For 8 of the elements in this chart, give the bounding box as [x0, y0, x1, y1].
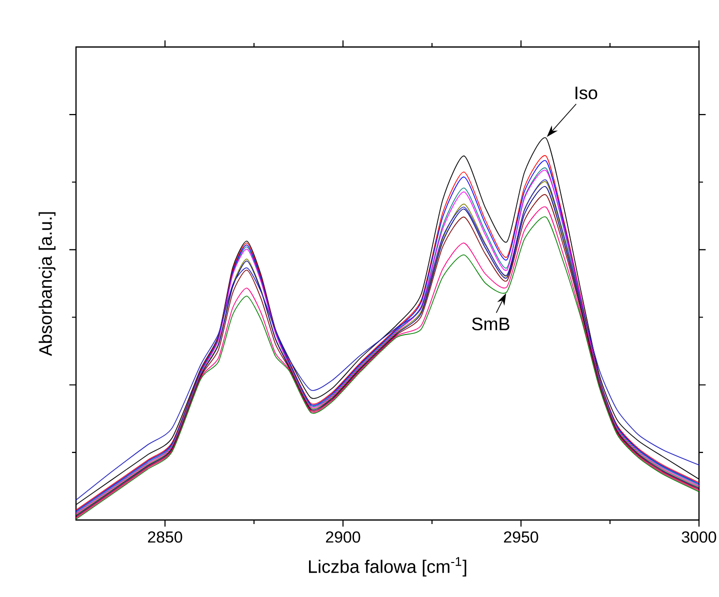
x-tick-label: 2850 — [148, 531, 182, 543]
x-axis-title: Liczba falowa [cm$^{-1}$] — [309, 557, 466, 577]
y-axis-title: Absorbancja [a.u.] — [38, 212, 56, 356]
annotation: SmB — [472, 318, 510, 330]
annotation: Iso — [576, 86, 598, 100]
x-tick-label: 2900 — [326, 531, 360, 543]
x-tick-label: 3000 — [682, 531, 716, 543]
x-tick-label: 2950 — [504, 531, 538, 543]
